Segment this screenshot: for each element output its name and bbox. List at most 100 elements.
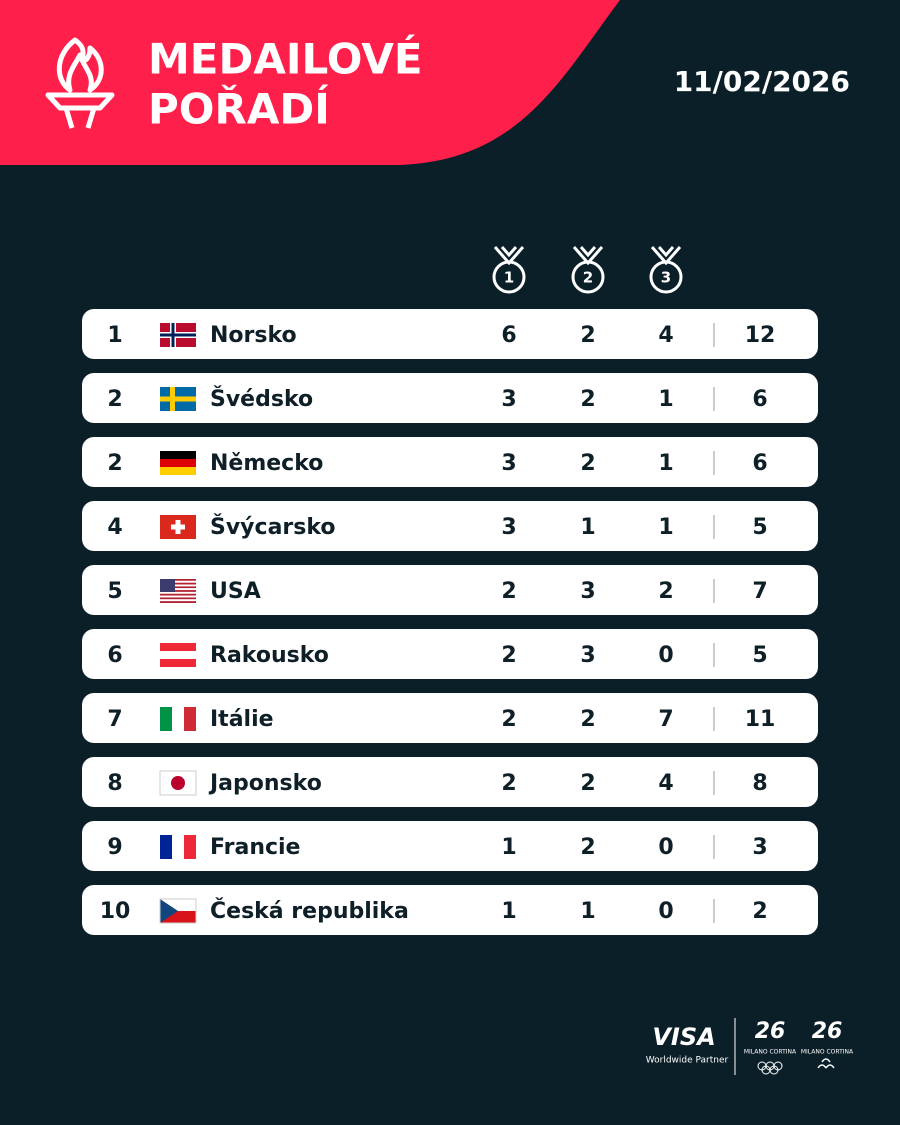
- table-row: 10 Česká republika 1 1 0 2: [82, 885, 818, 935]
- gold: 2: [501, 579, 516, 604]
- rank: 5: [107, 579, 122, 604]
- flag-part: [172, 707, 184, 731]
- flag-part: [160, 451, 196, 459]
- gold: 6: [501, 323, 516, 348]
- flag-border: [159, 770, 197, 796]
- total: 11: [745, 707, 776, 732]
- games-logo-mark: 26: [812, 1019, 843, 1044]
- row-background: [82, 309, 818, 359]
- medal-disc: [492, 260, 526, 294]
- gold: 2: [501, 643, 516, 668]
- row-background: [82, 373, 818, 423]
- flag-border: [159, 898, 197, 924]
- table-row: 8 Japonsko 2 2 4 8: [82, 757, 818, 807]
- medal-disc: [649, 260, 683, 294]
- flag-part: [160, 580, 196, 583]
- row-background: [82, 565, 818, 615]
- medal-icon: 1: [492, 246, 526, 294]
- gold: 3: [501, 515, 516, 540]
- silver: 1: [580, 899, 595, 924]
- table-row: 6 Rakousko 2 3 0 5: [82, 629, 818, 679]
- rank: 6: [107, 643, 122, 668]
- row-background: [82, 629, 818, 679]
- flag-part: [160, 591, 196, 594]
- flag-part: [160, 707, 172, 731]
- gold: 2: [501, 707, 516, 732]
- silver: 2: [580, 707, 595, 732]
- table-row: 7 Itálie 2 2 7 11: [82, 693, 818, 743]
- flag-part: [160, 467, 196, 475]
- table-row: 5 USA 2 3 2 7: [82, 565, 818, 615]
- title-line: POŘADÍ: [148, 84, 330, 134]
- silver: 1: [580, 515, 595, 540]
- flag: [160, 835, 196, 859]
- flag: [160, 707, 196, 731]
- silver: 2: [580, 835, 595, 860]
- country: Itálie: [210, 707, 274, 732]
- silver: 3: [580, 579, 595, 604]
- row-background: [82, 501, 818, 551]
- row-background: [82, 757, 818, 807]
- rank: 7: [107, 707, 122, 732]
- row-background: [82, 821, 818, 871]
- bronze: 4: [658, 323, 673, 348]
- partner-logo: VISA: [652, 1023, 715, 1051]
- flag: [159, 898, 197, 924]
- paralympic-agitos: [817, 1058, 835, 1069]
- table-row: 4 Švýcarsko 3 1 1 5: [82, 501, 818, 551]
- country: Rakousko: [210, 643, 329, 668]
- gold: 3: [501, 451, 516, 476]
- flag-part: [160, 899, 178, 923]
- flag-part: [160, 597, 196, 600]
- total: 3: [752, 835, 767, 860]
- table-row: 9 Francie 1 2 0 3: [82, 821, 818, 871]
- silver: 2: [580, 771, 595, 796]
- rank: 10: [100, 899, 131, 924]
- country: Norsko: [210, 323, 297, 348]
- rank: 2: [107, 451, 122, 476]
- bronze: 7: [658, 707, 673, 732]
- total: 5: [752, 515, 767, 540]
- medal-disc: [571, 260, 605, 294]
- date: 11/02/2026: [674, 65, 850, 98]
- partner-note: Worldwide Partner: [646, 1056, 729, 1066]
- medal-number: 2: [583, 269, 593, 287]
- table-row: 2 Švédsko 3 2 1 6: [82, 373, 818, 423]
- flag: [160, 643, 196, 667]
- table-row: 1 Norsko 6 2 4 12: [82, 309, 818, 359]
- flag-part: [160, 835, 172, 859]
- header-banner: [0, 0, 620, 165]
- flag-part: [160, 586, 196, 589]
- gold: 1: [501, 835, 516, 860]
- flag: [160, 451, 196, 475]
- silver: 3: [580, 643, 595, 668]
- medal-icon: 3: [649, 246, 683, 294]
- flag-part: [160, 601, 196, 603]
- title-line: MEDAILOVÉ: [148, 34, 423, 84]
- olympic-rings: [757, 1061, 783, 1075]
- flag-part: [160, 579, 196, 581]
- total: 2: [752, 899, 767, 924]
- country: Švédsko: [210, 386, 313, 412]
- flag: [160, 579, 196, 603]
- table-row: 2 Německo 3 2 1 6: [82, 437, 818, 487]
- flag-part: [171, 524, 185, 530]
- medal-icon: 2: [571, 246, 605, 294]
- bronze: 1: [658, 451, 673, 476]
- rank: 9: [107, 835, 122, 860]
- flag-part: [160, 651, 196, 659]
- flag-part: [160, 579, 175, 592]
- total: 8: [752, 771, 767, 796]
- total: 6: [752, 451, 767, 476]
- total: 7: [752, 579, 767, 604]
- rank: 2: [107, 387, 122, 412]
- flag-part: [160, 584, 196, 587]
- medal-number: 1: [504, 269, 514, 287]
- rank: 1: [107, 323, 122, 348]
- bronze: 0: [658, 643, 673, 668]
- flag-part: [184, 707, 196, 731]
- row-background: [82, 437, 818, 487]
